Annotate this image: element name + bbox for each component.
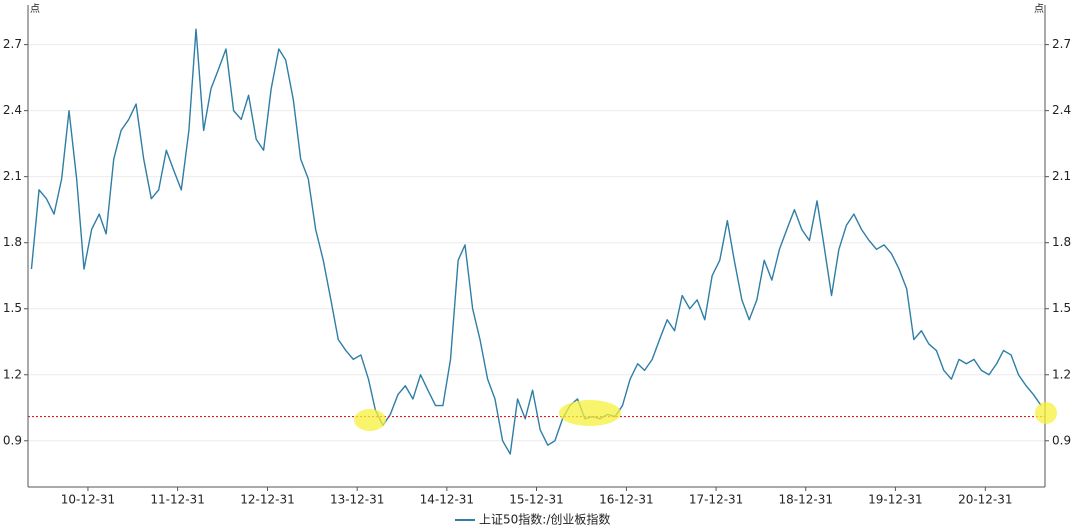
x-tick-label: 12-12-31 <box>240 493 294 507</box>
x-tick-label: 11-12-31 <box>150 493 204 507</box>
y-tick-label: 2.1 <box>3 169 22 183</box>
y2-tick-label: 1.5 <box>1052 301 1071 315</box>
highlight <box>1035 402 1057 424</box>
x-tick-label: 15-12-31 <box>509 493 563 507</box>
x-tick-label: 14-12-31 <box>420 493 474 507</box>
y2-tick-label: 2.4 <box>1052 103 1071 117</box>
x-tick-label: 13-12-31 <box>330 493 384 507</box>
y-tick-label: 2.7 <box>3 37 22 51</box>
y2-tick-label: 0.9 <box>1052 433 1071 447</box>
highlight <box>354 409 386 431</box>
y-unit: 点 <box>30 3 40 15</box>
y-tick-label: 1.5 <box>3 301 22 315</box>
x-tick-label: 19-12-31 <box>868 493 922 507</box>
y2-unit: 点 <box>1034 3 1044 15</box>
y-tick-label: 1.8 <box>3 235 22 249</box>
y2-tick-label: 1.8 <box>1052 235 1071 249</box>
x-tick-label: 18-12-31 <box>779 493 833 507</box>
highlight <box>559 400 621 426</box>
y2-tick-label: 2.7 <box>1052 37 1071 51</box>
y2-tick-label: 2.1 <box>1052 169 1071 183</box>
legend-label: 上证50指数:/创业板指数 <box>479 512 610 527</box>
x-tick-label: 10-12-31 <box>61 493 115 507</box>
y-tick-label: 1.2 <box>3 367 22 381</box>
x-tick-label: 16-12-31 <box>599 493 653 507</box>
y-tick-label: 2.4 <box>3 103 22 117</box>
y-tick-label: 0.9 <box>3 433 22 447</box>
x-tick-label: 17-12-31 <box>689 493 743 507</box>
y2-tick-label: 1.2 <box>1052 367 1071 381</box>
highlights <box>354 400 1057 431</box>
x-tick-label: 20-12-31 <box>958 493 1012 507</box>
line <box>30 28 1042 455</box>
